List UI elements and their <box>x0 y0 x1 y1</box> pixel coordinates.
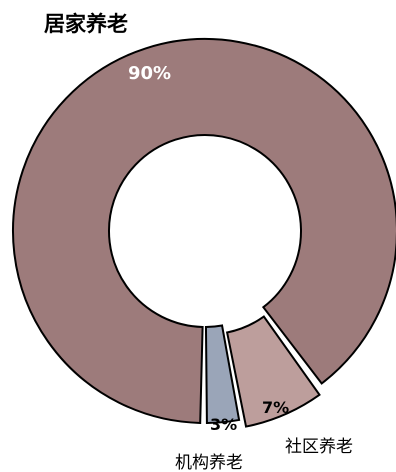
slice-percent-label-institution: 3% <box>210 415 237 434</box>
slice-community <box>225 315 321 428</box>
slice-category-label-community: 社区养老 <box>285 437 353 457</box>
donut-labels: 居家养老 90% 7% 社区养老 3% 机构养老 <box>44 12 353 472</box>
slice-percent-label-home: 90% <box>128 63 171 84</box>
slice-home <box>11 38 396 424</box>
slice-percent-label-community: 7% <box>262 398 289 417</box>
slice-category-label-home: 居家养老 <box>44 12 128 36</box>
slice-institution <box>204 324 241 425</box>
donut-slices <box>11 38 396 428</box>
slice-category-label-institution: 机构养老 <box>175 453 243 472</box>
